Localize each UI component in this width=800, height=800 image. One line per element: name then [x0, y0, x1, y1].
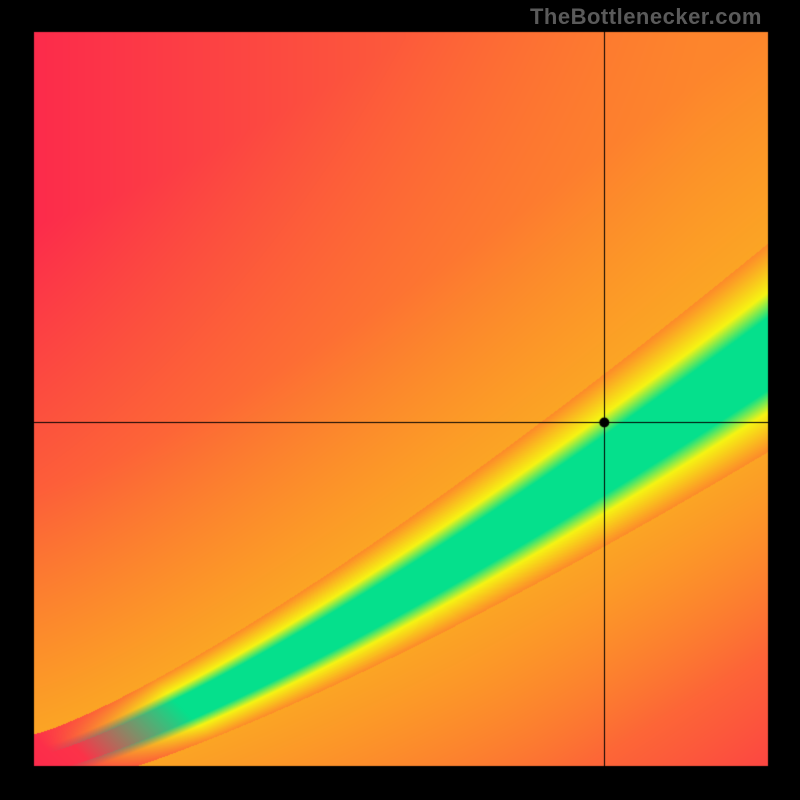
chart-container: TheBottlenecker.com [0, 0, 800, 800]
heatmap-canvas [0, 0, 800, 800]
watermark-text: TheBottlenecker.com [530, 4, 762, 30]
